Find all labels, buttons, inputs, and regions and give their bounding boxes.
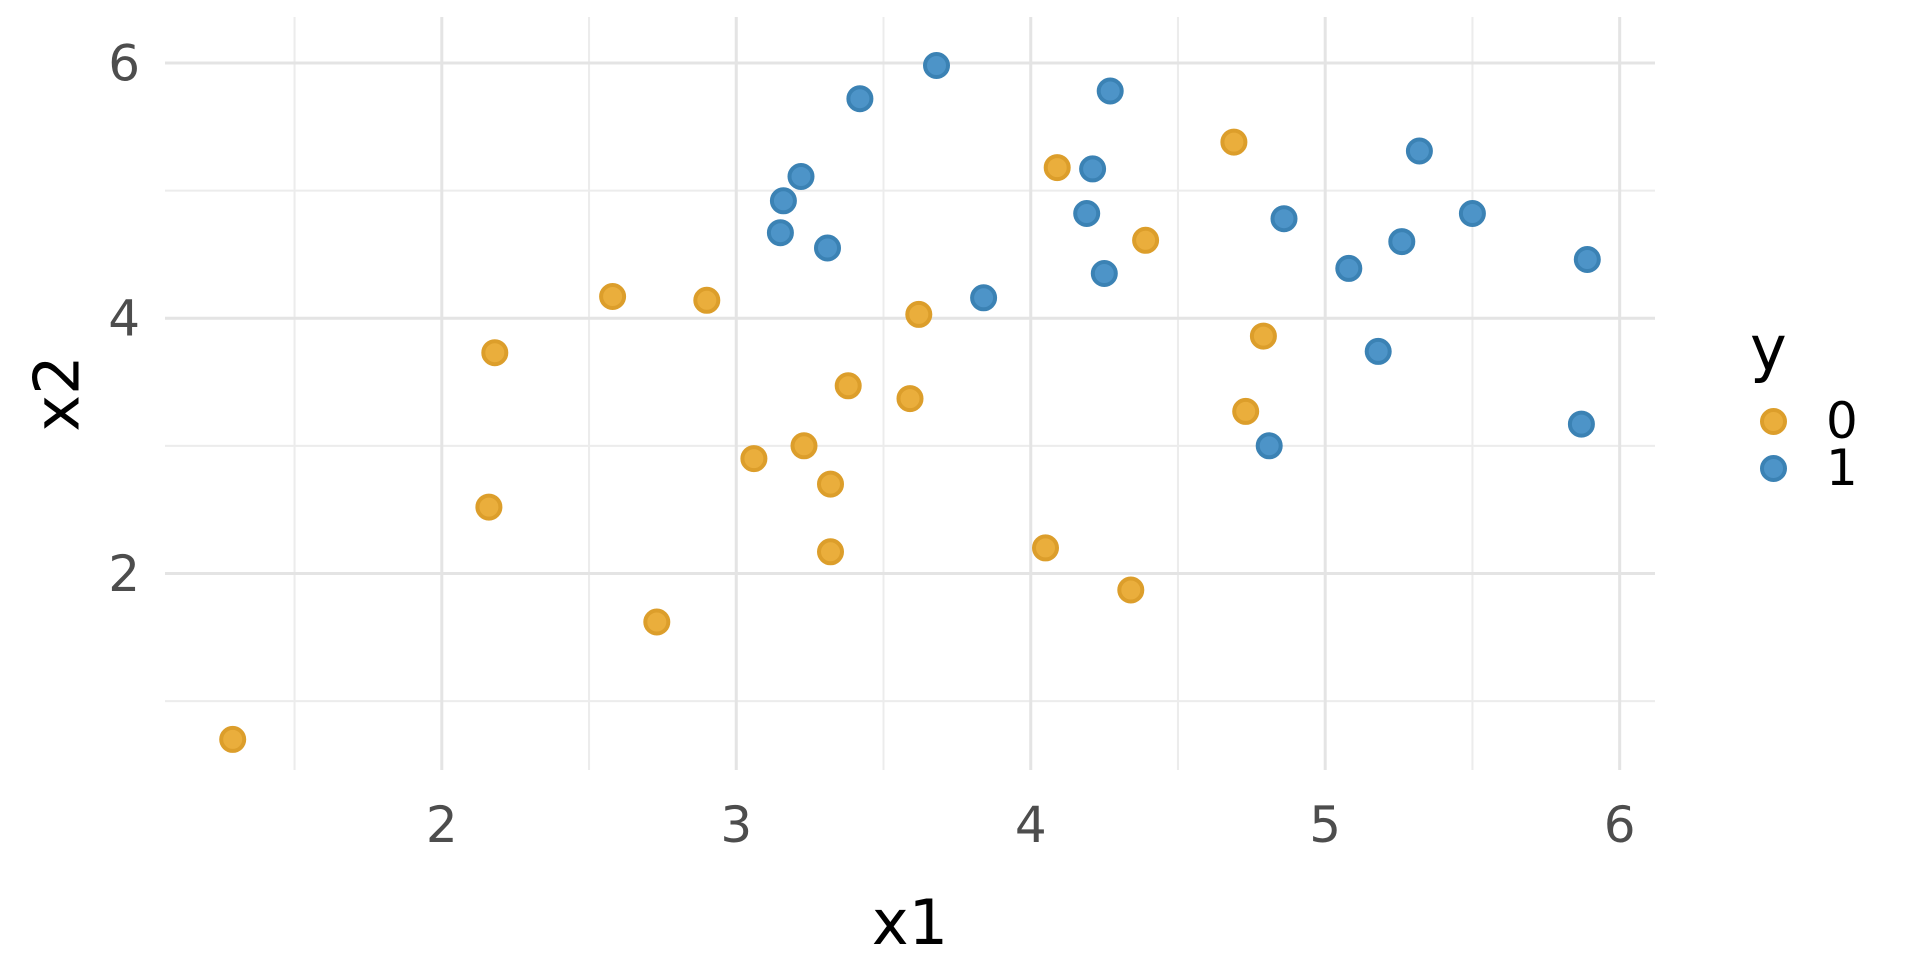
data-point-y1: [787, 163, 815, 190]
data-point-y0: [834, 372, 862, 400]
data-point-y0: [740, 445, 768, 473]
data-point-y0: [790, 432, 818, 460]
data-point-y0: [643, 608, 671, 636]
data-point-y0: [475, 493, 503, 521]
data-point-y0: [1132, 226, 1160, 254]
legend-title: y: [1750, 312, 1787, 385]
legend-label-class0: 0: [1826, 392, 1858, 450]
data-point-y0: [1117, 576, 1145, 604]
x-axis-tick-label: 2: [426, 796, 458, 854]
data-point-y0: [817, 538, 844, 566]
data-point-y1: [1096, 77, 1124, 105]
legend-item-0: 0: [1740, 392, 1858, 450]
data-point-y0: [693, 286, 721, 314]
x-axis-tick-label: 4: [1015, 796, 1047, 854]
data-point-y1: [766, 219, 794, 247]
data-point-y0: [1232, 397, 1260, 425]
data-point-y1: [923, 52, 950, 79]
y-axis-tick-label: 4: [108, 290, 140, 348]
data-point-y0: [896, 385, 924, 413]
data-point-y1: [1364, 337, 1392, 365]
data-point-y1: [1573, 246, 1601, 273]
legend-label-class1: 1: [1826, 439, 1858, 497]
data-point-y0: [1220, 128, 1248, 156]
x-axis-title: x1: [872, 886, 948, 959]
data-point-y1: [1335, 254, 1363, 282]
legend-key-class0-icon: [1760, 408, 1787, 435]
data-point-y0: [905, 300, 933, 328]
data-point-y0: [219, 725, 247, 753]
data-point-y0: [1249, 322, 1277, 350]
legend: y 0 1: [1740, 312, 1858, 497]
x-axis-tick-label: 5: [1309, 796, 1341, 854]
data-point-y1: [846, 85, 874, 113]
data-point-y0: [481, 339, 509, 367]
legend-item-1: 1: [1740, 439, 1858, 497]
x-axis-tick-label: 6: [1604, 796, 1636, 854]
x-axis-tick-label: 3: [720, 796, 752, 854]
data-point-y1: [1567, 410, 1595, 438]
data-point-y0: [1032, 534, 1059, 562]
data-point-y0: [817, 470, 844, 498]
legend-key-class1-icon: [1760, 455, 1787, 482]
data-point-y1: [1255, 432, 1283, 460]
data-point-y1: [970, 284, 998, 312]
data-point-y1: [769, 187, 797, 215]
data-point-y1: [1073, 200, 1101, 227]
data-point-y1: [1405, 137, 1433, 165]
data-point-y1: [1270, 205, 1298, 233]
data-point-y1: [1388, 228, 1416, 256]
data-point-y1: [1458, 200, 1486, 227]
data-point-y0: [599, 283, 627, 310]
y-axis-tick-label: 6: [108, 34, 140, 92]
data-point-y1: [814, 234, 841, 262]
data-point-y1: [1090, 260, 1118, 287]
y-axis-tick-label: 2: [108, 545, 140, 603]
y-axis-title: x2: [21, 355, 94, 431]
data-point-y1: [1079, 155, 1107, 183]
data-point-y0: [1043, 154, 1071, 182]
